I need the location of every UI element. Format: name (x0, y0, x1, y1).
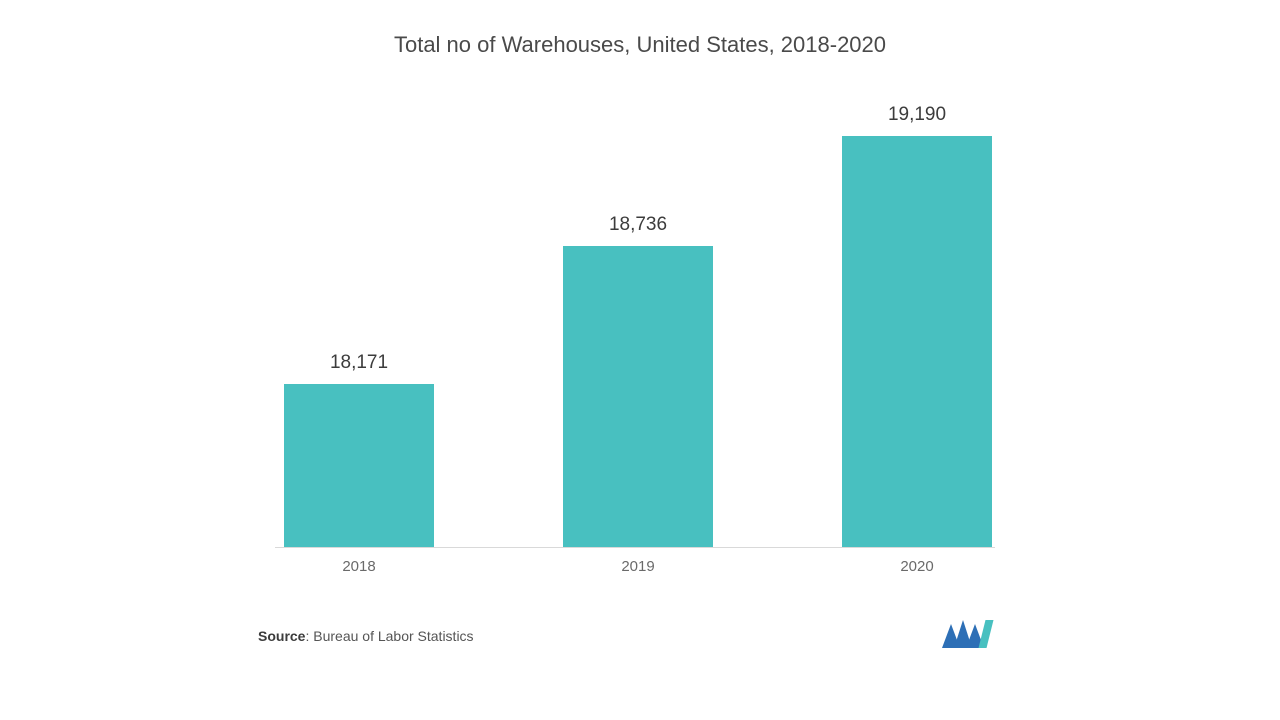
x-axis-label-2019: 2019 (538, 558, 738, 575)
bar-value-label-2020: 19,190 (817, 104, 1017, 126)
source-prefix: Source (258, 628, 305, 644)
chart-container: Total no of Warehouses, United States, 2… (0, 0, 1280, 720)
x-axis-label-2018: 2018 (259, 558, 459, 575)
bar-2018 (284, 384, 434, 547)
source-attribution: Source: Bureau of Labor Statistics (258, 628, 474, 644)
x-axis-label-2020: 2020 (817, 558, 1017, 575)
source-text: : Bureau of Labor Statistics (305, 628, 473, 644)
chart-title: Total no of Warehouses, United States, 2… (0, 32, 1280, 58)
mn-logo-icon (942, 618, 1000, 652)
plot-area: 18,17118,73619,190 (275, 110, 995, 548)
bar-value-label-2018: 18,171 (259, 352, 459, 374)
bar-value-label-2019: 18,736 (538, 214, 738, 236)
bar-2020 (842, 136, 992, 547)
bar-2019 (563, 246, 713, 547)
